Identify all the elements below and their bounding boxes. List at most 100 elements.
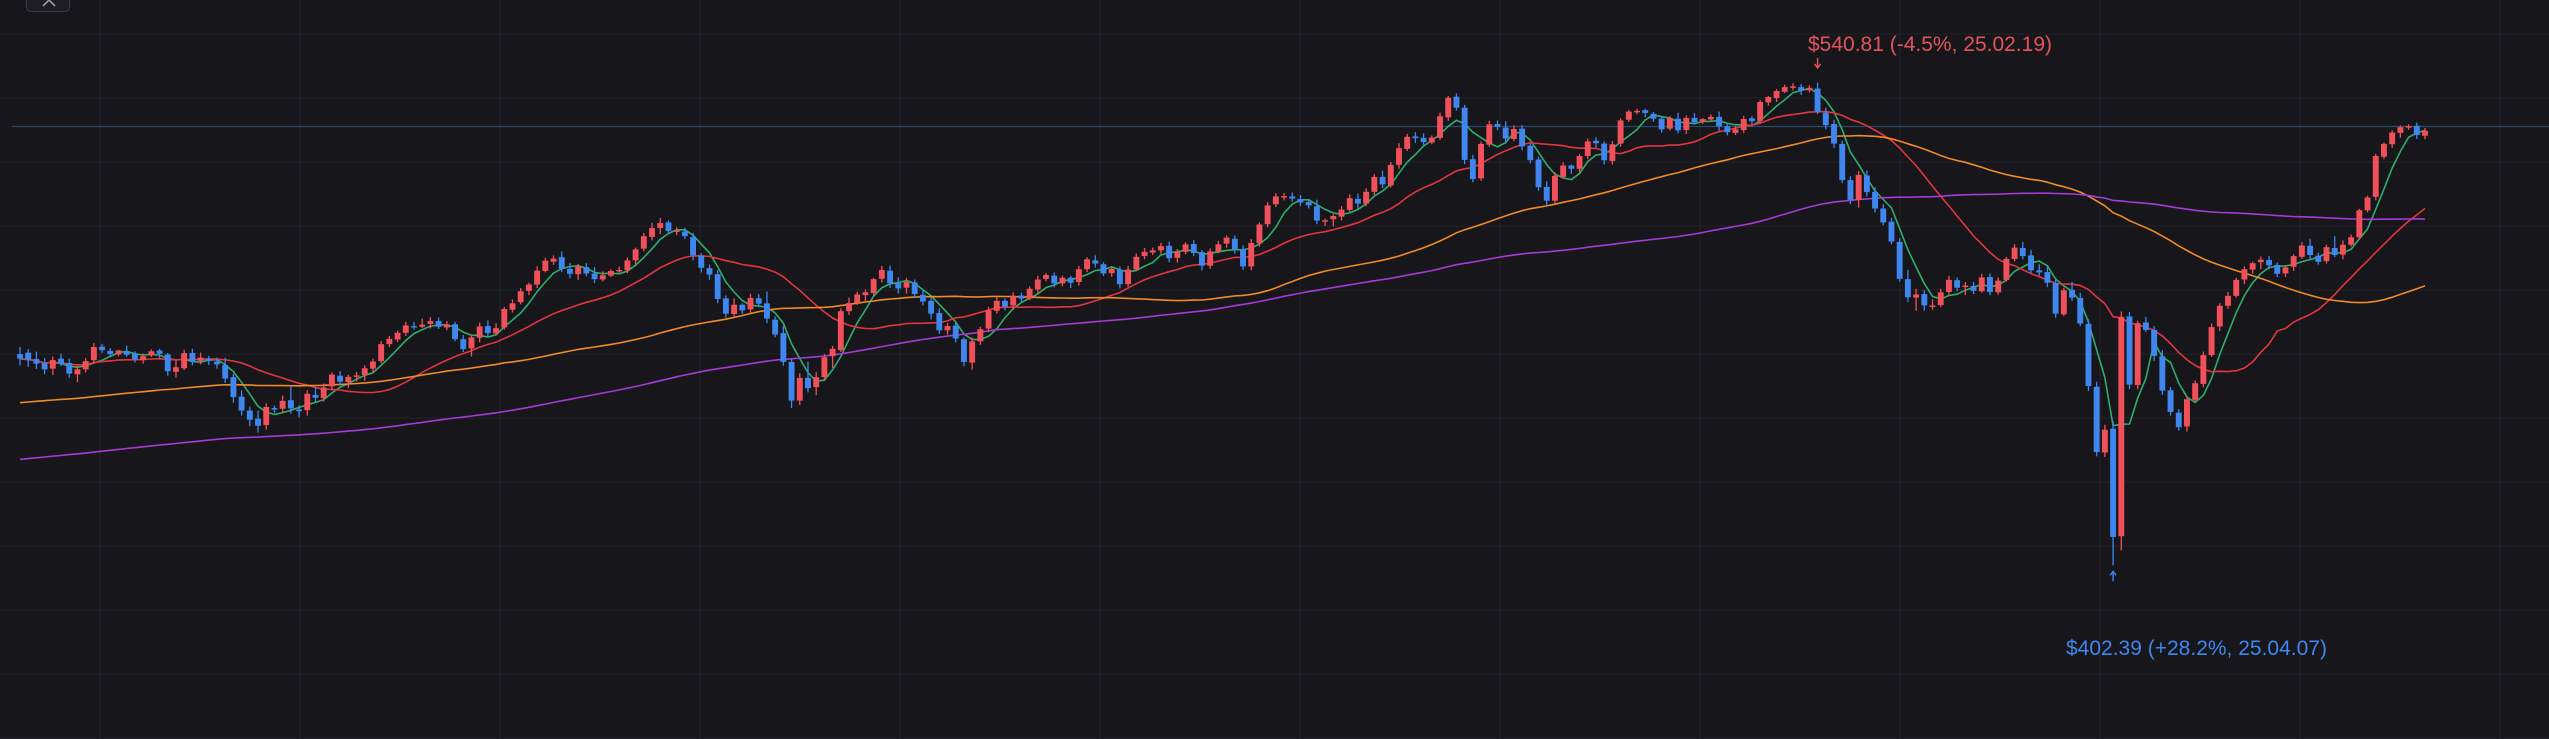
candle-body [608, 271, 614, 276]
candle-body [690, 236, 697, 256]
candle-body [2167, 390, 2174, 412]
candle-body [1757, 102, 1764, 121]
candle-body [468, 337, 475, 349]
candle-body [542, 260, 549, 272]
candle-body [435, 321, 442, 327]
candle-body [1551, 175, 1558, 201]
candle-body [517, 291, 524, 303]
candle-body [2151, 329, 2158, 356]
candle-body [1855, 174, 1862, 200]
candle-body [460, 339, 467, 350]
candle-body [1478, 143, 1485, 179]
candle-body [328, 374, 335, 387]
candle-body [1954, 280, 1961, 288]
candle-body [476, 326, 483, 338]
candle-body [1231, 238, 1238, 249]
candle-body [1182, 244, 1189, 252]
candle-body [369, 361, 376, 369]
markers [1814, 57, 2117, 582]
candle-body [1059, 277, 1066, 284]
candle-body [747, 297, 754, 310]
candle-body [1125, 269, 1132, 285]
candle-body [164, 354, 171, 372]
candle-body [411, 326, 417, 328]
candle-body [2110, 428, 2117, 537]
candle-body [501, 308, 508, 328]
candle-body [2159, 356, 2166, 391]
candle-body [1543, 186, 1550, 201]
candle-body [2364, 197, 2371, 211]
candle-body [148, 351, 155, 356]
collapse-button[interactable] [26, 0, 70, 12]
candle-body [1781, 87, 1788, 92]
candle-body [1133, 256, 1140, 270]
candle-body [1740, 119, 1747, 131]
candle-body [2241, 269, 2248, 280]
candle-body [1486, 124, 1493, 145]
candle-body [484, 326, 491, 334]
candle-body [2069, 289, 2076, 298]
candles [17, 82, 2428, 566]
candle-body [1510, 128, 1517, 139]
candle-body [1863, 175, 1870, 193]
candle-body [493, 328, 500, 334]
candle-body [238, 396, 245, 411]
candle-body [1256, 224, 1263, 244]
candle-body [197, 357, 204, 361]
candle-body [1691, 117, 1698, 123]
candle-body [337, 375, 344, 382]
candle-body [846, 302, 852, 312]
candle-body [402, 325, 409, 333]
candle-body [1453, 96, 1460, 108]
candle-body [1404, 136, 1411, 149]
candle-body [1215, 244, 1222, 252]
candle-body [1790, 86, 1796, 88]
candle-body [1519, 128, 1526, 147]
candle-body [2339, 244, 2346, 255]
candle-body [156, 350, 163, 354]
candle-body [394, 332, 401, 340]
candle-body [722, 298, 729, 314]
candle-body [1995, 280, 2002, 293]
candle-body [2216, 305, 2223, 327]
candle-body [1683, 117, 1690, 131]
candle-body [2101, 429, 2108, 453]
candle-body [353, 375, 360, 377]
candle-body [2077, 297, 2084, 324]
candle-body [755, 298, 762, 304]
candle-body [895, 283, 902, 289]
candle-body [870, 279, 877, 294]
candle-body [780, 333, 787, 362]
candle-body [90, 346, 97, 361]
candle-body [443, 324, 450, 328]
candle-body [1929, 305, 1936, 307]
candle-body [829, 348, 836, 357]
candle-body [919, 294, 926, 302]
candle-body [2290, 256, 2297, 267]
candle-body [1814, 88, 1821, 112]
candle-body [1716, 116, 1723, 127]
candle-body [887, 270, 894, 284]
candle-body [1108, 268, 1115, 274]
candle-body [1888, 221, 1895, 242]
candle-body [1978, 277, 1985, 292]
ma20-line [19, 110, 2426, 394]
candle-body [985, 310, 992, 329]
candle-body [1264, 205, 1271, 225]
candle-body [2011, 247, 2018, 259]
high-marker-arrow [1814, 63, 1822, 70]
candle-body [2282, 267, 2289, 274]
candle-body [739, 304, 746, 311]
candle-body [115, 350, 122, 355]
candle-body [1026, 288, 1033, 299]
candle-body [1724, 126, 1731, 133]
candle-body [640, 236, 647, 249]
candle-body [772, 319, 779, 335]
candle-body [1872, 191, 1879, 209]
candle-body [936, 312, 943, 331]
candle-body [2307, 245, 2314, 256]
candle-body [1289, 196, 1296, 199]
candle-body [17, 354, 23, 359]
candle-body [583, 267, 590, 274]
